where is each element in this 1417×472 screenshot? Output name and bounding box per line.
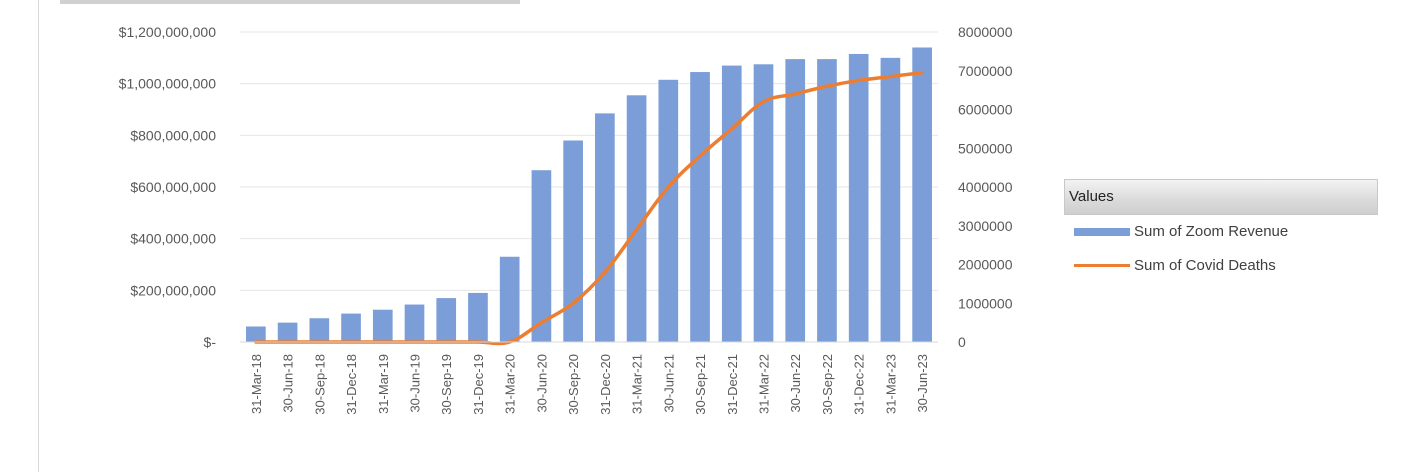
legend-label-covid-deaths: Sum of Covid Deaths [1134, 257, 1276, 274]
left-tick-label: $400,000,000 [130, 231, 216, 247]
left-tick-label: $- [204, 334, 217, 350]
x-tick-label: 31-Mar-21 [630, 354, 645, 414]
revenue-bar[interactable] [817, 59, 837, 342]
x-axis: 31-Mar-18 30-Jun-18 30-Sep-18 31-Dec-18 31-M… [240, 341, 938, 415]
right-tick-label: 6000000 [958, 102, 1013, 118]
x-tick-label: 30-Jun-18 [281, 354, 296, 413]
left-tick-label: $800,000,000 [130, 127, 216, 143]
x-tick-label: 31-Mar-20 [503, 354, 518, 414]
x-tick-label: 31-Dec-21 [725, 354, 740, 415]
x-tick-label: 30-Sep-22 [820, 354, 835, 415]
revenue-bar[interactable] [753, 64, 774, 343]
left-tick-label: $600,000,000 [130, 179, 216, 195]
x-tick-label: 30-Jun-21 [661, 354, 676, 413]
left-tick-label: $1,200,000,000 [119, 24, 217, 40]
revenue-bar[interactable] [690, 72, 710, 343]
x-tick-label: 30-Jun-20 [534, 354, 549, 413]
bar-swatch-icon [1074, 228, 1130, 236]
x-tick-label: 31-Dec-20 [598, 354, 613, 415]
revenue-bar[interactable] [912, 47, 932, 343]
line-swatch-icon [1074, 264, 1130, 267]
right-tick-label: 4000000 [958, 179, 1013, 195]
x-tick-label: 31-Dec-19 [471, 354, 486, 415]
x-tick-label: 31-Mar-18 [249, 354, 264, 414]
revenue-bar[interactable] [372, 309, 393, 342]
x-tick-label: 30-Sep-19 [439, 354, 454, 415]
revenue-bar[interactable] [721, 65, 742, 342]
revenue-bar[interactable] [436, 298, 457, 342]
revenue-bar[interactable] [277, 322, 298, 342]
title-bar-remnant [60, 0, 520, 4]
legend-label-zoom-revenue: Sum of Zoom Revenue [1134, 223, 1289, 240]
x-tick-label: 30-Sep-20 [566, 354, 581, 415]
x-tick-label: 30-Jun-22 [788, 354, 803, 413]
revenue-bar[interactable] [499, 256, 520, 342]
right-tick-label: 0 [958, 334, 966, 350]
legend-title: Values [1064, 179, 1378, 215]
x-tick-label: 31-Dec-18 [344, 354, 359, 415]
revenue-bars[interactable] [246, 47, 932, 343]
left-tick-label: $1,000,000,000 [119, 76, 217, 92]
legend-item-zoom-revenue[interactable]: Sum of Zoom Revenue [1064, 215, 1378, 249]
right-tick-label: 5000000 [958, 140, 1013, 156]
right-tick-label: 8000000 [958, 24, 1013, 40]
revenue-bar[interactable] [404, 304, 425, 342]
revenue-bar[interactable] [848, 53, 869, 342]
x-tick-label: 30-Jun-19 [408, 354, 423, 413]
revenue-bar[interactable] [626, 95, 647, 343]
left-y-axis: $- $200,000,000 $400,000,000 $600,000,000 $8… [119, 24, 217, 350]
revenue-bar[interactable] [595, 113, 615, 342]
left-tick-label: $200,000,000 [130, 282, 216, 298]
x-tick-label: 31-Dec-22 [852, 354, 867, 415]
x-tick-label: 31-Mar-19 [376, 354, 391, 414]
revenue-bar[interactable] [468, 292, 488, 342]
revenue-bar[interactable] [246, 326, 266, 343]
right-tick-label: 2000000 [958, 257, 1013, 273]
revenue-bar[interactable] [309, 318, 330, 342]
revenue-bar[interactable] [785, 59, 806, 342]
revenue-bar[interactable] [563, 140, 583, 343]
x-tick-label: 31-Mar-22 [757, 354, 772, 414]
x-tick-label: 30-Sep-18 [312, 354, 327, 415]
right-tick-label: 7000000 [958, 63, 1013, 79]
legend-item-covid-deaths[interactable]: Sum of Covid Deaths [1064, 249, 1378, 283]
right-tick-label: 1000000 [958, 295, 1013, 311]
revenue-bar[interactable] [880, 57, 901, 342]
revenue-bar[interactable] [531, 170, 552, 342]
x-tick-label: 30-Sep-21 [693, 354, 708, 415]
revenue-bar[interactable] [341, 313, 361, 342]
panel-left-border [38, 0, 39, 472]
right-tick-label: 3000000 [958, 218, 1013, 234]
x-tick-label: 30-Jun-23 [915, 354, 930, 413]
revenue-bar[interactable] [658, 79, 679, 343]
x-tick-label: 31-Mar-23 [883, 354, 898, 414]
right-y-axis: 0 1000000 2000000 3000000 4000000 5000000 6000… [958, 24, 1013, 350]
legend: Values Sum of Zoom Revenue Sum of Covid … [1064, 179, 1378, 291]
